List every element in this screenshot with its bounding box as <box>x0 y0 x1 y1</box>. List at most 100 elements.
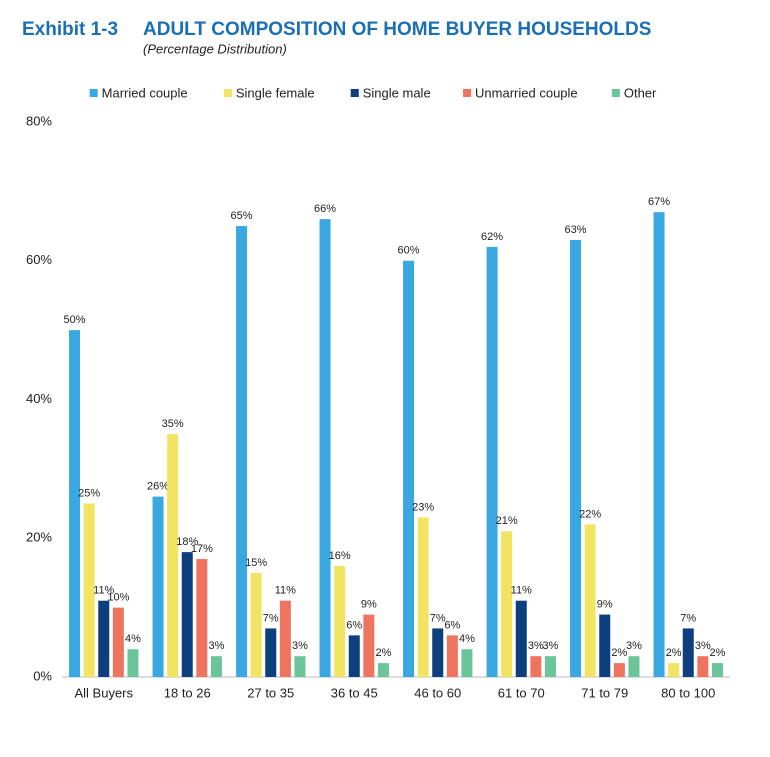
bar <box>181 552 193 677</box>
bar <box>363 614 375 677</box>
data-label: 60% <box>398 245 420 257</box>
bar <box>112 607 124 677</box>
bar <box>446 635 458 677</box>
data-label: 35% <box>162 418 184 430</box>
data-label: 2% <box>666 647 682 659</box>
bar <box>152 496 164 677</box>
data-label: 63% <box>565 224 587 236</box>
exhibit-label: Exhibit 1-3 <box>22 19 118 40</box>
data-label: 11% <box>511 585 532 597</box>
bar <box>319 219 331 677</box>
data-label: 67% <box>648 196 670 208</box>
legend-swatch <box>89 89 98 97</box>
data-label: 2% <box>611 647 627 659</box>
data-label: 62% <box>481 231 503 243</box>
legend-swatch <box>223 89 232 97</box>
data-label: 15% <box>245 557 267 569</box>
bar <box>98 600 110 677</box>
legend-swatch <box>463 89 472 97</box>
bar <box>334 566 346 677</box>
bar <box>417 517 429 677</box>
bar <box>570 239 582 677</box>
bar <box>697 656 709 677</box>
x-tick-label: 36 to 45 <box>331 685 378 700</box>
data-label: 11% <box>275 585 296 597</box>
y-tick-label: 0% <box>33 668 52 683</box>
x-tick-label: 80 to 100 <box>661 685 715 700</box>
bar <box>127 649 139 677</box>
bar <box>210 656 222 677</box>
bar <box>196 559 208 677</box>
data-label: 3% <box>292 640 308 652</box>
data-label: 16% <box>329 550 351 562</box>
bar <box>250 572 262 677</box>
bar <box>403 260 415 677</box>
data-label: 10% <box>107 592 129 604</box>
data-label: 26% <box>147 481 169 493</box>
chart-subtitle: (Percentage Distribution) <box>143 41 287 56</box>
x-tick-label: 61 to 70 <box>498 685 545 700</box>
bar <box>461 649 473 677</box>
data-label: 2% <box>709 647 725 659</box>
data-label: 65% <box>231 210 253 222</box>
data-label: 50% <box>64 314 86 326</box>
legend-label: Single female <box>236 85 315 100</box>
legend-label: Single male <box>363 85 431 100</box>
data-label: 4% <box>125 633 141 645</box>
data-label: 6% <box>444 619 460 631</box>
data-label: 9% <box>361 598 377 610</box>
y-tick-label: 20% <box>26 530 52 545</box>
bar <box>599 614 611 677</box>
y-tick-label: 60% <box>26 252 52 267</box>
y-tick-label: 80% <box>26 113 52 128</box>
data-label: 4% <box>459 633 475 645</box>
legend-swatch <box>350 89 359 97</box>
data-label: 6% <box>346 619 362 631</box>
bar <box>584 524 596 677</box>
bar <box>377 663 389 677</box>
bar <box>682 628 694 677</box>
x-tick-label: 71 to 79 <box>581 685 628 700</box>
data-label: 7% <box>263 612 279 624</box>
data-label: 2% <box>375 647 391 659</box>
x-tick-label: All Buyers <box>74 685 133 700</box>
bar <box>501 531 513 677</box>
data-label: 22% <box>579 508 601 520</box>
chart-title: ADULT COMPOSITION OF HOME BUYER HOUSEHOL… <box>143 19 651 40</box>
bar <box>613 663 625 677</box>
bar <box>294 656 306 677</box>
bar <box>711 663 723 677</box>
bar <box>544 656 556 677</box>
legend-label: Unmarried couple <box>475 85 578 100</box>
bar <box>167 434 179 677</box>
legend-swatch <box>611 89 620 97</box>
data-label: 3% <box>695 640 711 652</box>
data-label: 21% <box>496 515 518 527</box>
bar <box>628 656 640 677</box>
data-label: 17% <box>191 543 213 555</box>
legend-label: Married couple <box>102 85 188 100</box>
y-tick-label: 40% <box>26 391 52 406</box>
bar <box>279 600 291 677</box>
bar <box>265 628 277 677</box>
bar <box>530 656 542 677</box>
bar <box>515 600 527 677</box>
data-label: 7% <box>430 612 446 624</box>
bar <box>83 503 95 677</box>
bar <box>668 663 680 677</box>
legend-label: Other <box>624 85 657 100</box>
data-label: 11% <box>93 585 114 597</box>
data-label: 3% <box>626 640 642 652</box>
data-label: 9% <box>597 598 613 610</box>
x-tick-label: 46 to 60 <box>414 685 461 700</box>
data-label: 25% <box>78 487 100 499</box>
data-label: 18% <box>176 536 198 548</box>
bar <box>348 635 360 677</box>
data-label: 3% <box>208 640 224 652</box>
bar <box>432 628 444 677</box>
data-label: 7% <box>680 612 696 624</box>
bar <box>486 246 498 677</box>
x-tick-label: 18 to 26 <box>164 685 211 700</box>
data-label: 23% <box>412 501 434 513</box>
